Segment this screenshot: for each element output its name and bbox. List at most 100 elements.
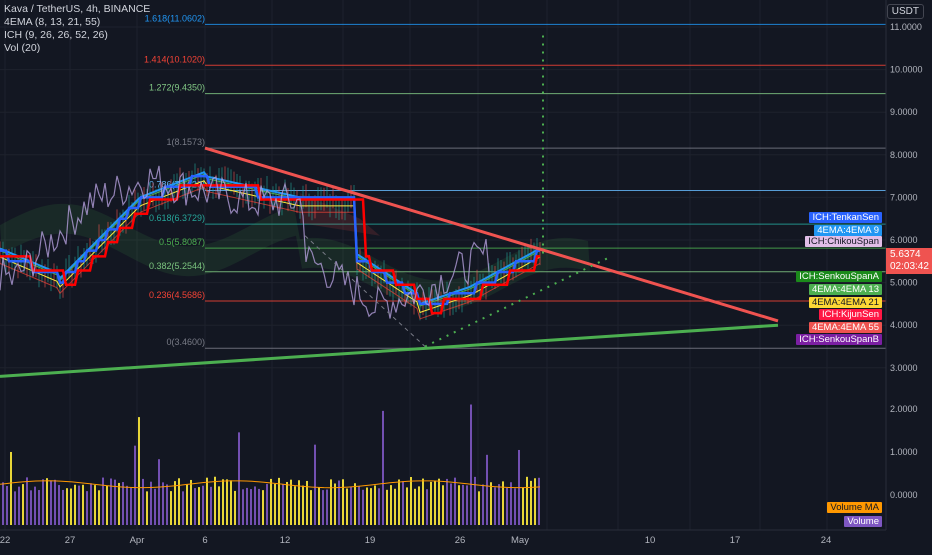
time-tick-label: 24	[821, 535, 832, 546]
volume-bar	[62, 489, 64, 525]
volume-bar	[126, 485, 128, 525]
volume-bar	[238, 432, 240, 525]
indicator-tag[interactable]: ICH:ChikouSpan	[805, 236, 882, 247]
price-tick-label: 3.0000	[890, 363, 918, 373]
volume-bar	[298, 480, 300, 525]
volume-bar	[150, 481, 152, 525]
chikou-line	[0, 165, 490, 319]
volume-bar	[406, 487, 408, 525]
volume-bar	[134, 445, 136, 525]
volume-bar	[162, 482, 164, 525]
time-tick-label: 10	[645, 535, 656, 546]
volume-tick-label: 2.0000	[890, 404, 918, 414]
volume-bar	[90, 483, 92, 525]
indicator-tag[interactable]: ICH:SenkouSpanB	[796, 334, 882, 345]
volume-bar	[42, 479, 44, 525]
volume-bar	[374, 485, 376, 525]
volume-bar	[38, 490, 40, 525]
volume-bar	[382, 410, 384, 525]
legend-volume[interactable]: Vol (20)	[4, 42, 41, 54]
volume-bar	[302, 485, 304, 525]
volume-bar	[286, 481, 288, 525]
volume-bar	[438, 478, 440, 525]
volume-bar	[14, 491, 16, 525]
time-tick-label: May	[511, 535, 529, 546]
volume-bar	[66, 488, 68, 525]
currency-label[interactable]: USDT	[886, 4, 924, 19]
volume-bar	[30, 490, 32, 525]
volume-bar	[34, 486, 36, 525]
volume-bar	[262, 490, 264, 525]
indicator-tag[interactable]: ICH:SenkouSpanA	[796, 271, 882, 282]
indicator-tag[interactable]: 4EMA:4EMA 13	[808, 284, 882, 295]
volume-bar	[486, 454, 488, 525]
volume-bar	[442, 485, 444, 525]
volume-bar	[330, 479, 332, 525]
volume-bar	[130, 487, 132, 525]
volume-bar	[418, 486, 420, 525]
legend-ema[interactable]: 4EMA (8, 13, 21, 55)	[4, 16, 101, 28]
volume-bar	[78, 485, 80, 525]
volume-bar	[526, 476, 528, 525]
legend-ichimoku[interactable]: ICH (9, 26, 26, 52, 26)	[4, 29, 108, 41]
price-tick-label: 5.0000	[890, 278, 918, 288]
time-tick-label: 12	[280, 535, 291, 546]
volume-bar	[274, 484, 276, 525]
volume-bar	[210, 486, 212, 525]
indicator-tag[interactable]: ICH:KijunSen	[818, 309, 882, 320]
volume-bar	[50, 480, 52, 525]
volume-bar	[142, 478, 144, 525]
volume-bar	[146, 491, 148, 525]
volume-bar	[186, 483, 188, 525]
volume-bar	[322, 490, 324, 525]
volume-bar	[226, 479, 228, 525]
volume-tag[interactable]: Volume	[844, 516, 882, 527]
volume-bar	[182, 491, 184, 525]
volume-bar	[366, 487, 368, 525]
symbol-title[interactable]: Kava / TetherUS, 4h, BINANCE	[4, 3, 151, 15]
time-tick-label: Apr	[130, 535, 145, 546]
volume-bar	[158, 459, 160, 525]
volume-bar	[314, 444, 316, 525]
volume-bar	[318, 487, 320, 525]
fib-level-label: 0.236(4.5686)	[149, 290, 205, 300]
volume-bar	[166, 484, 168, 525]
time-tick-label: 22	[0, 535, 10, 546]
volume-bar	[334, 483, 336, 525]
last-price-badge: 5.6374 02:03:42	[886, 248, 932, 274]
volume-bar	[458, 485, 460, 525]
volume-bar	[378, 488, 380, 525]
indicator-tag[interactable]: 4EMA:4EMA 55	[808, 322, 882, 333]
volume-bar	[370, 488, 372, 525]
volume-bar	[2, 482, 4, 525]
price-tick-label: 9.0000	[890, 107, 918, 117]
volume-bar	[530, 480, 532, 525]
volume-bar	[214, 476, 216, 525]
volume-bar	[478, 491, 480, 525]
green-trendline	[0, 323, 779, 378]
fib-anchor-line	[304, 235, 426, 347]
volume-bar	[250, 489, 252, 525]
bar-countdown: 02:03:42	[890, 261, 929, 272]
volume-bar	[414, 488, 416, 525]
volume-bar	[482, 484, 484, 525]
volume-bar	[154, 488, 156, 525]
volume-tag[interactable]: Volume MA	[827, 502, 882, 513]
indicator-tag[interactable]: ICH:TenkanSen	[809, 212, 882, 223]
volume-bar	[106, 485, 108, 525]
volume-bar	[386, 489, 388, 525]
volume-bar	[514, 488, 516, 525]
volume-bar	[98, 490, 100, 525]
indicator-tag[interactable]: 4EMA:4EMA 21	[808, 297, 882, 308]
fib-level-label: 0.618(6.3729)	[149, 213, 205, 223]
volume-bar	[110, 478, 112, 525]
volume-bar	[398, 479, 400, 525]
indicator-tag[interactable]: 4EMA:4EMA 9	[814, 225, 882, 236]
volume-bar	[194, 488, 196, 525]
volume-bar	[242, 489, 244, 525]
volume-bar	[446, 478, 448, 525]
volume-bar	[218, 486, 220, 525]
fib-level-label: 1.618(11.0602)	[145, 13, 205, 23]
